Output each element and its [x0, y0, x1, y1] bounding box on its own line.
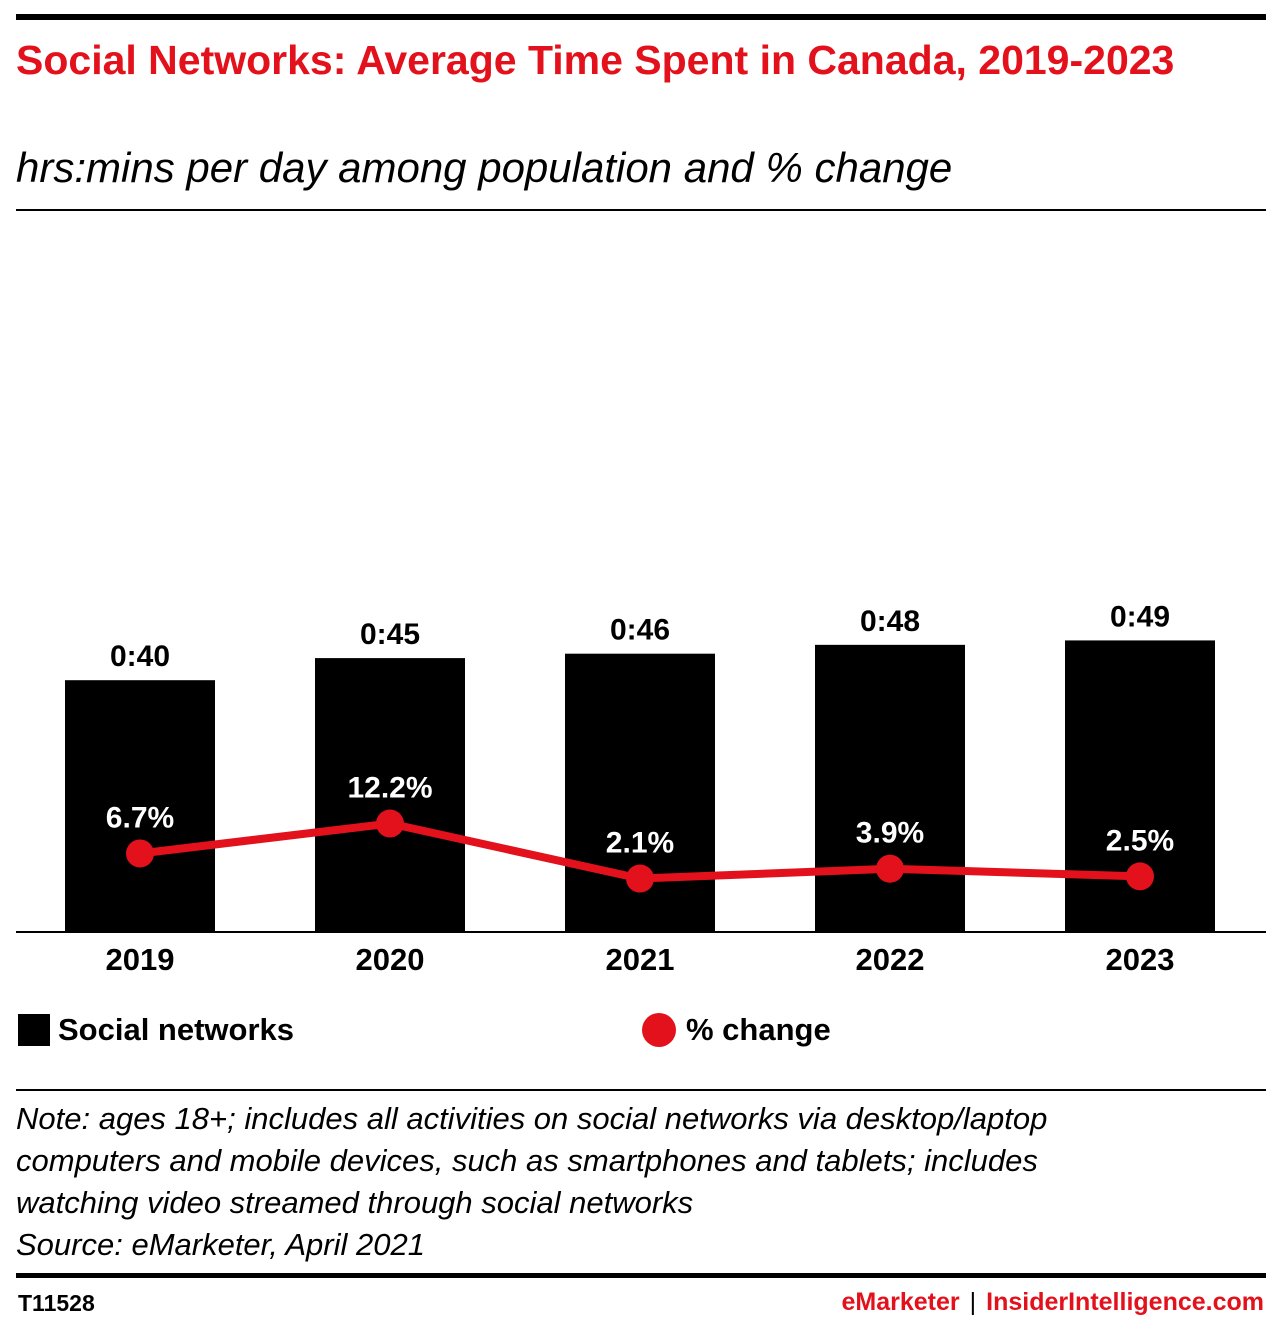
percent-change-label: 6.7%	[106, 801, 174, 834]
chart-subtitle: hrs:mins per day among population and % …	[16, 144, 953, 191]
x-tick-label: 2023	[1106, 942, 1175, 977]
bar-value-label: 0:40	[110, 640, 170, 673]
note-line: computers and mobile devices, such as sm…	[16, 1143, 1038, 1178]
note-divider	[16, 1089, 1266, 1091]
percent-change-point	[126, 839, 154, 868]
percent-change-point	[626, 864, 654, 893]
footer-brand: eMarketer | InsiderIntelligence.com	[842, 1288, 1265, 1317]
note-line: Note: ages 18+; includes all activities …	[16, 1101, 1048, 1136]
percent-change-label: 2.1%	[606, 827, 674, 860]
brand-insider-intelligence: InsiderIntelligence.com	[986, 1288, 1264, 1316]
percent-change-point	[376, 809, 404, 838]
legend-label-percent-change: % change	[686, 1012, 831, 1047]
legend-bar-swatch	[18, 1014, 50, 1046]
bar-value-label: 0:49	[1110, 600, 1170, 633]
chart-note: Note: ages 18+; includes all activities …	[16, 1098, 1266, 1266]
legend-label-social-networks: Social networks	[58, 1012, 295, 1047]
source-line: Source: eMarketer, April 2021	[16, 1227, 425, 1262]
x-tick-label: 2022	[856, 942, 925, 977]
x-tick-label: 2021	[606, 942, 675, 977]
legend-item-social-networks: Social networks	[18, 1008, 294, 1052]
bar-2022	[815, 644, 965, 932]
bar-2020	[315, 658, 465, 932]
header-divider	[16, 209, 1266, 211]
bottom-rule	[16, 1273, 1266, 1278]
note-line: watching video streamed through social n…	[16, 1185, 694, 1220]
top-rule	[16, 14, 1266, 20]
percent-change-point	[1126, 862, 1154, 891]
bar-2019	[65, 680, 215, 932]
percent-change-label: 3.9%	[856, 817, 924, 850]
chart-id: T11528	[18, 1290, 95, 1316]
chart-plot: 0:40 0:45 0:46 0:48 0:49 6.7% 12.2% 2.1% 3.9% 2.…	[16, 600, 1266, 977]
percent-change-point	[876, 854, 904, 883]
legend-dot-swatch	[642, 1013, 676, 1047]
percent-change-label: 2.5%	[1106, 824, 1174, 857]
x-tick-labels: 2019 2020 2021 2022 2023	[106, 942, 1175, 977]
x-tick-label: 2020	[356, 942, 425, 977]
bar-value-label: 0:45	[360, 618, 420, 651]
bar-value-label: 0:46	[610, 614, 670, 647]
chart-title: Social Networks: Average Time Spent in C…	[16, 37, 1175, 83]
legend-item-percent-change: % change	[642, 1008, 831, 1052]
brand-separator: |	[969, 1288, 977, 1316]
percent-change-label: 12.2%	[347, 772, 432, 805]
line-layer: 6.7% 12.2% 2.1% 3.9% 2.5%	[106, 772, 1174, 893]
brand-emarketer: eMarketer	[841, 1288, 960, 1316]
bar-value-label: 0:48	[860, 605, 920, 638]
x-tick-label: 2019	[106, 942, 175, 977]
